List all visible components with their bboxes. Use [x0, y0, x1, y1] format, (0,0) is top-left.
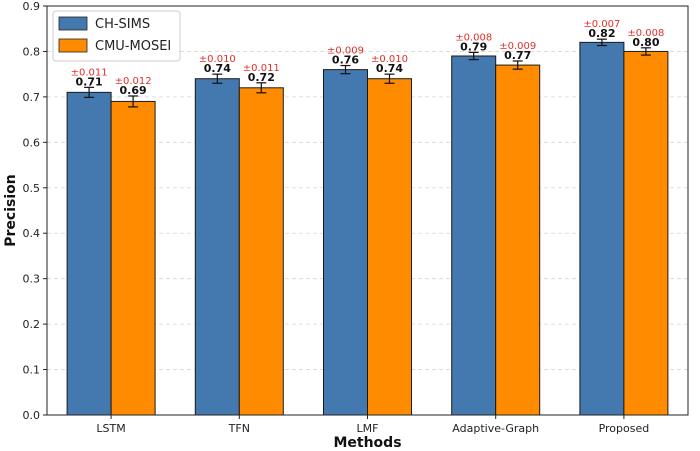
error-label: ±0.011	[71, 67, 108, 78]
x-axis-ticks: LSTM TFN LMF Adaptive-Graph Proposed	[96, 415, 649, 435]
error-label: ±0.007	[583, 19, 620, 30]
error-label: ±0.009	[499, 41, 536, 52]
x-tick-label: LSTM	[96, 422, 125, 435]
y-tick-label: 0.8	[23, 45, 41, 58]
error-label: ±0.010	[371, 54, 408, 65]
x-axis-title: Methods	[333, 435, 401, 451]
value-label: 0.82	[588, 27, 615, 40]
y-tick-label: 0.5	[23, 182, 41, 195]
bar-ch-sims	[66, 91, 112, 416]
error-label: ±0.008	[455, 32, 492, 43]
bars	[66, 41, 669, 416]
bar-cmu-mosei	[495, 64, 541, 416]
value-label: 0.69	[120, 84, 147, 97]
legend-label-cmu-mosei: CMU-MOSEI	[95, 39, 171, 54]
value-label: 0.74	[376, 62, 403, 75]
data-labels: 0.71±0.0110.69±0.0120.74±0.0100.72±0.011…	[71, 19, 665, 97]
y-tick-label: 0.1	[23, 364, 41, 377]
y-tick-label: 0.0	[23, 409, 41, 422]
legend-swatch-cmu-mosei	[58, 38, 88, 53]
bar-cmu-mosei	[623, 50, 669, 416]
y-tick-label: 0.2	[23, 318, 41, 331]
bar-cmu-mosei	[367, 78, 412, 416]
error-label: ±0.008	[627, 28, 664, 39]
bar-ch-sims	[323, 69, 368, 416]
y-axis-ticks: 0.0 0.1 0.2 0.3 0.4 0.5 0.6 0.7 0.8 0.9	[23, 0, 47, 422]
bar-ch-sims	[451, 55, 497, 416]
y-axis-title: Precision	[3, 174, 19, 246]
error-bars	[84, 38, 651, 108]
bar-cmu-mosei	[110, 100, 156, 416]
x-tick-label: Adaptive-Graph	[452, 422, 539, 435]
bar-ch-sims	[194, 78, 240, 416]
x-tick-label: Proposed	[599, 422, 650, 435]
value-label: 0.72	[248, 71, 275, 84]
x-tick-label: LMF	[357, 422, 379, 435]
error-label: ±0.009	[327, 46, 364, 57]
legend-label-ch-sims: CH-SIMS	[95, 17, 150, 32]
value-label: 0.77	[504, 49, 531, 62]
error-label: ±0.012	[115, 76, 152, 87]
error-label: ±0.011	[243, 63, 280, 74]
y-tick-label: 0.6	[23, 136, 41, 149]
value-label: 0.71	[76, 75, 103, 88]
y-tick-label: 0.7	[23, 91, 41, 104]
bar-cmu-mosei	[238, 87, 284, 416]
bar-ch-sims	[579, 41, 625, 416]
legend-swatch-ch-sims	[58, 16, 88, 31]
value-label: 0.79	[460, 40, 487, 53]
y-tick-label: 0.4	[23, 227, 41, 240]
value-label: 0.80	[632, 36, 659, 49]
value-label: 0.76	[332, 54, 359, 67]
y-tick-label: 0.9	[23, 0, 41, 13]
y-tick-label: 0.3	[23, 273, 41, 286]
value-label: 0.74	[204, 62, 231, 75]
error-label: ±0.010	[199, 54, 236, 65]
legend: CH-SIMS CMU-MOSEI	[52, 10, 181, 62]
x-tick-label: TFN	[228, 422, 250, 435]
